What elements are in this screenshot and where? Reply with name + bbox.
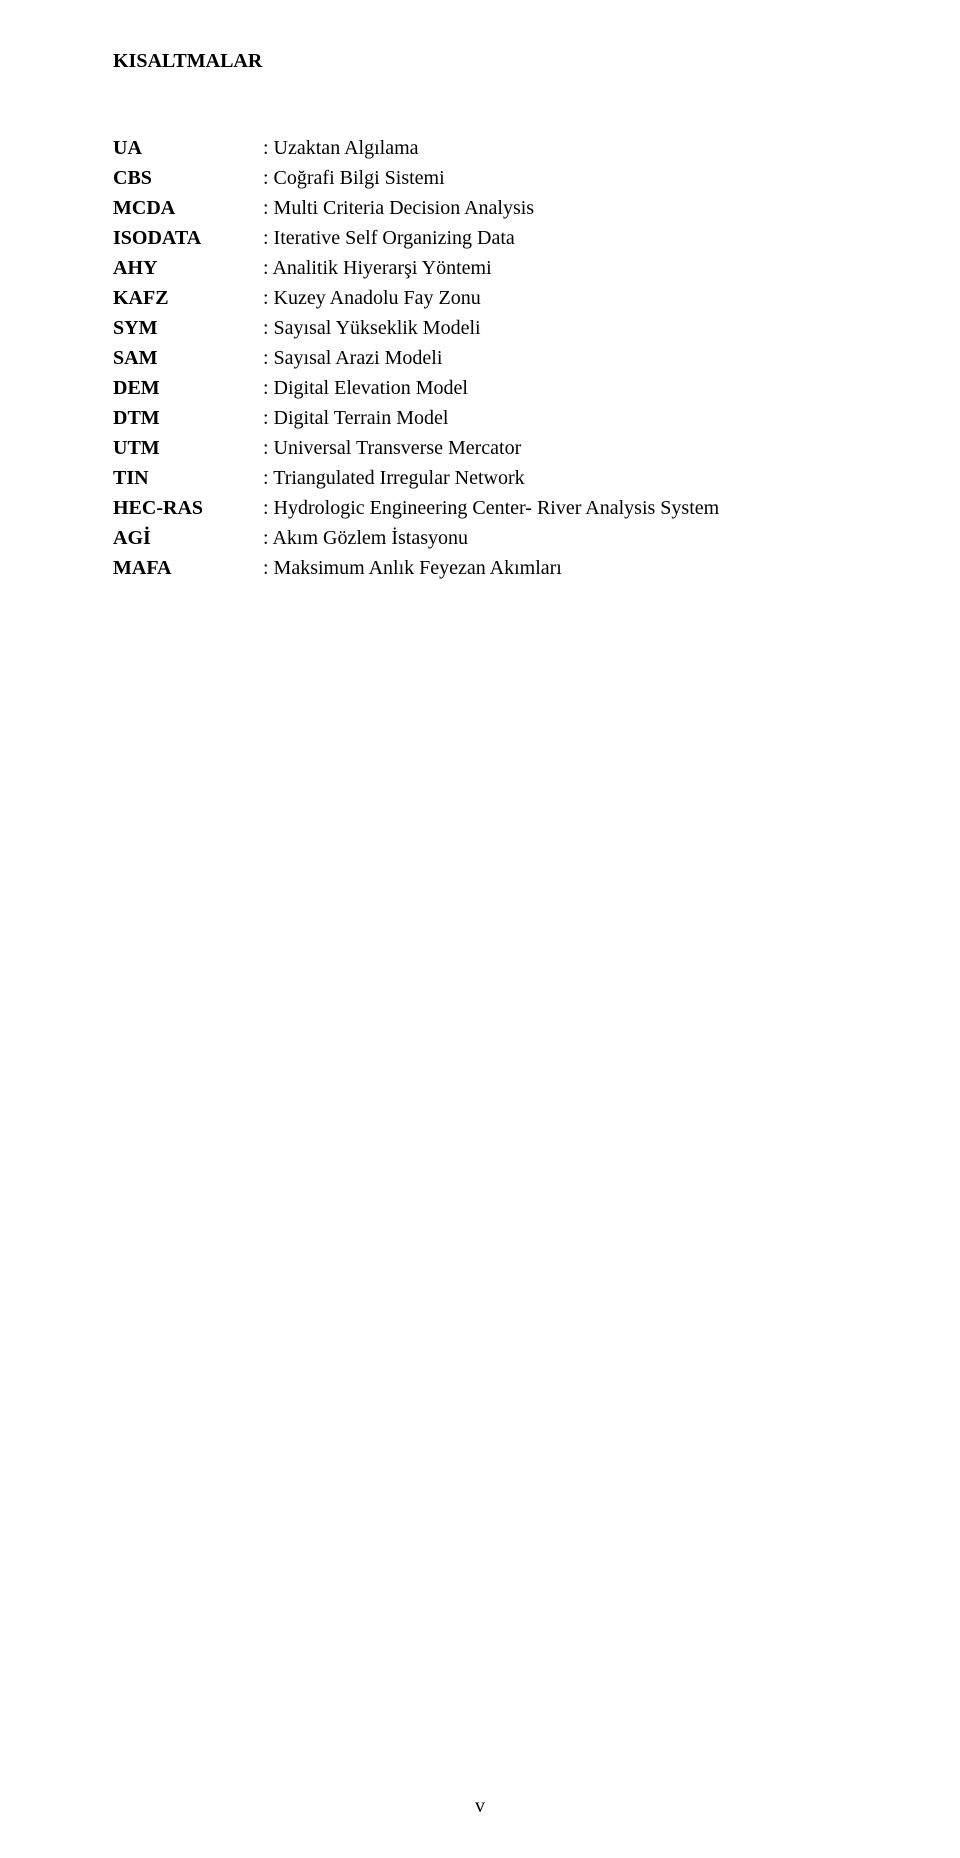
- abbreviation-definition: : Iterative Self Organizing Data: [263, 223, 865, 253]
- abbreviation-term: ISODATA: [113, 223, 263, 253]
- abbreviation-definition: : Coğrafi Bilgi Sistemi: [263, 163, 865, 193]
- abbreviation-list: UA: Uzaktan AlgılamaCBS: Coğrafi Bilgi S…: [113, 133, 865, 583]
- abbreviation-row: AHY: Analitik Hiyerarşi Yöntemi: [113, 253, 865, 283]
- abbreviation-term: MCDA: [113, 193, 263, 223]
- abbreviation-row: DEM: Digital Elevation Model: [113, 373, 865, 403]
- abbreviation-term: DEM: [113, 373, 263, 403]
- abbreviation-definition: : Multi Criteria Decision Analysis: [263, 193, 865, 223]
- abbreviation-term: UA: [113, 133, 263, 163]
- abbreviation-row: MCDA: Multi Criteria Decision Analysis: [113, 193, 865, 223]
- abbreviation-term: DTM: [113, 403, 263, 433]
- abbreviation-row: SYM: Sayısal Yükseklik Modeli: [113, 313, 865, 343]
- abbreviation-row: MAFA: Maksimum Anlık Feyezan Akımları: [113, 553, 865, 583]
- abbreviation-row: DTM: Digital Terrain Model: [113, 403, 865, 433]
- abbreviation-row: CBS: Coğrafi Bilgi Sistemi: [113, 163, 865, 193]
- abbreviation-definition: : Digital Terrain Model: [263, 403, 865, 433]
- abbreviation-row: HEC-RAS: Hydrologic Engineering Center- …: [113, 493, 865, 523]
- abbreviation-term: HEC-RAS: [113, 493, 263, 523]
- abbreviation-term: CBS: [113, 163, 263, 193]
- abbreviation-definition: : Kuzey Anadolu Fay Zonu: [263, 283, 865, 313]
- abbreviation-term: KAFZ: [113, 283, 263, 313]
- abbreviation-definition: : Universal Transverse Mercator: [263, 433, 865, 463]
- abbreviation-definition: : Uzaktan Algılama: [263, 133, 865, 163]
- abbreviation-definition: : Hydrologic Engineering Center- River A…: [263, 493, 865, 523]
- abbreviation-definition: : Akım Gözlem İstasyonu: [263, 523, 865, 553]
- abbreviation-definition: : Analitik Hiyerarşi Yöntemi: [263, 253, 865, 283]
- abbreviation-definition: : Triangulated Irregular Network: [263, 463, 865, 493]
- abbreviation-row: SAM: Sayısal Arazi Modeli: [113, 343, 865, 373]
- abbreviation-term: SYM: [113, 313, 263, 343]
- abbreviation-definition: : Maksimum Anlık Feyezan Akımları: [263, 553, 865, 583]
- page-heading: KISALTMALAR: [113, 50, 865, 73]
- abbreviation-row: KAFZ: Kuzey Anadolu Fay Zonu: [113, 283, 865, 313]
- abbreviation-term: TIN: [113, 463, 263, 493]
- page-number: v: [0, 1795, 960, 1818]
- abbreviation-definition: : Digital Elevation Model: [263, 373, 865, 403]
- abbreviation-row: TIN: Triangulated Irregular Network: [113, 463, 865, 493]
- abbreviation-term: UTM: [113, 433, 263, 463]
- abbreviation-definition: : Sayısal Yükseklik Modeli: [263, 313, 865, 343]
- abbreviation-row: AGİ: Akım Gözlem İstasyonu: [113, 523, 865, 553]
- abbreviation-term: SAM: [113, 343, 263, 373]
- abbreviation-row: ISODATA: Iterative Self Organizing Data: [113, 223, 865, 253]
- abbreviation-row: UTM: Universal Transverse Mercator: [113, 433, 865, 463]
- abbreviation-term: MAFA: [113, 553, 263, 583]
- abbreviation-definition: : Sayısal Arazi Modeli: [263, 343, 865, 373]
- abbreviation-term: AGİ: [113, 523, 263, 553]
- abbreviation-row: UA: Uzaktan Algılama: [113, 133, 865, 163]
- abbreviation-term: AHY: [113, 253, 263, 283]
